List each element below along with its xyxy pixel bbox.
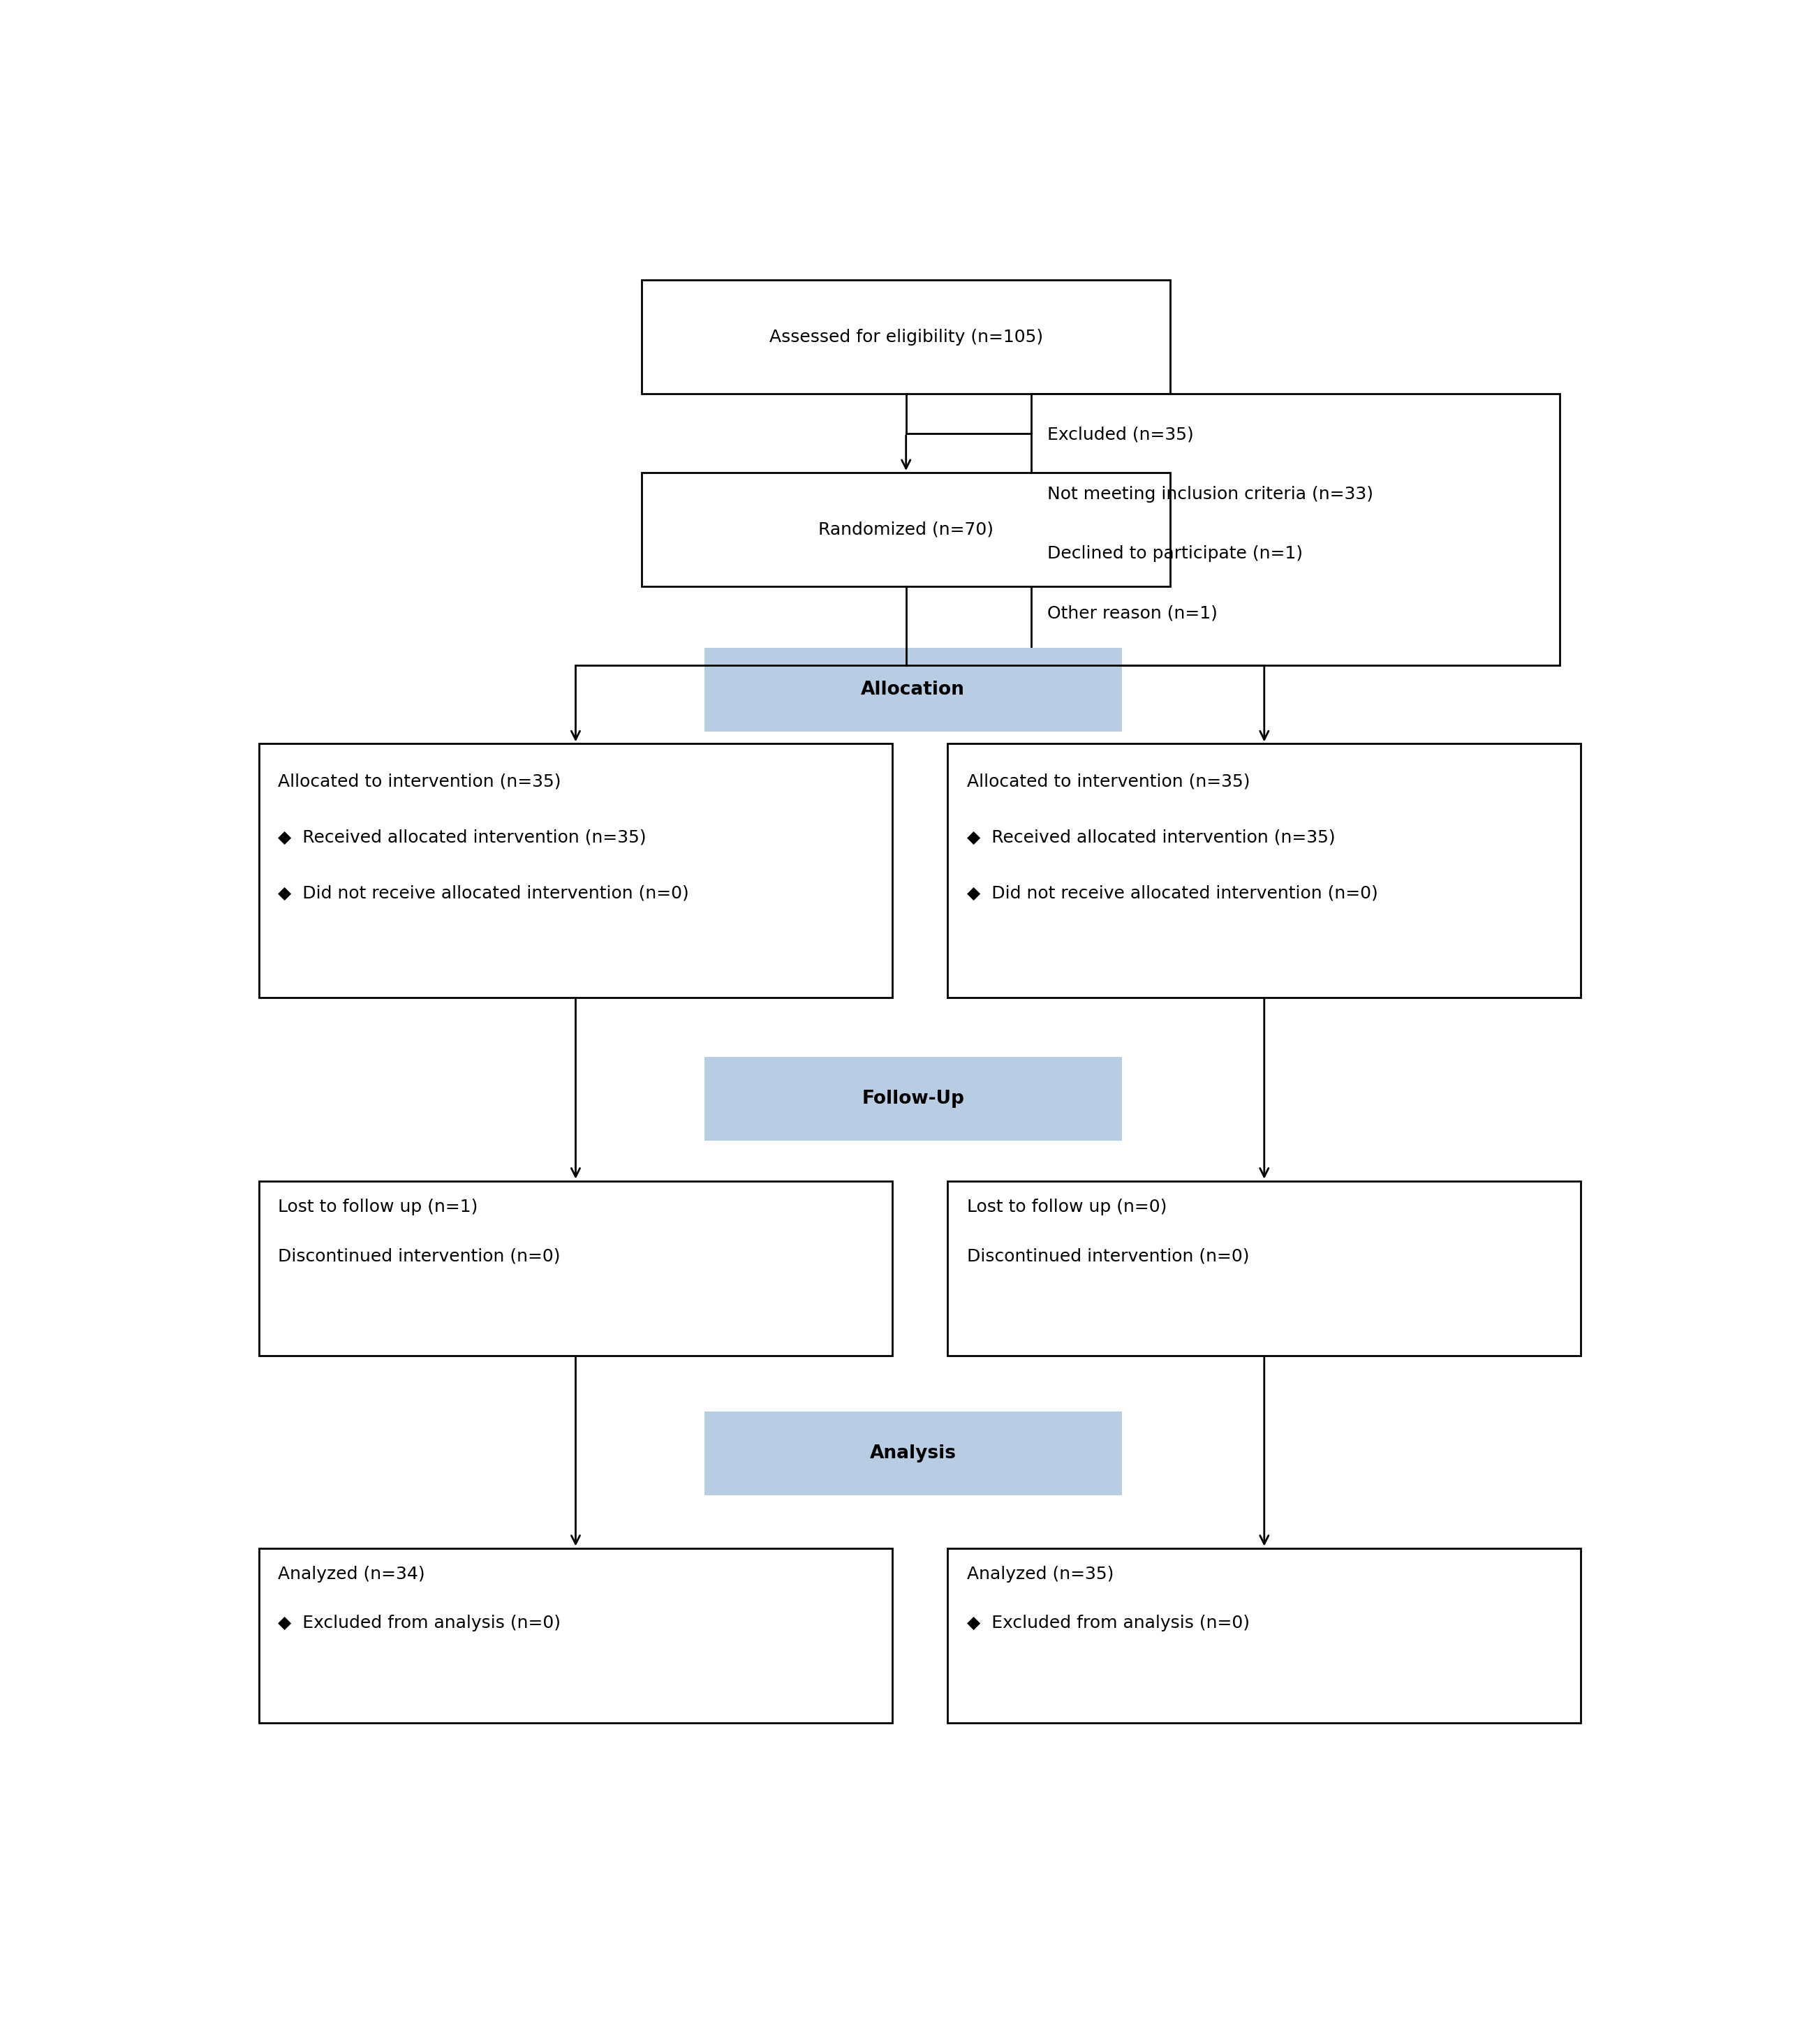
Text: Allocation: Allocation	[862, 681, 966, 699]
Text: Randomized (n=70): Randomized (n=70)	[819, 521, 994, 538]
Text: Discontinued intervention (n=0): Discontinued intervention (n=0)	[968, 1247, 1249, 1265]
Text: ◆  Did not receive allocated intervention (n=0): ◆ Did not receive allocated intervention…	[968, 885, 1379, 901]
Text: Allocated to intervention (n=35): Allocated to intervention (n=35)	[278, 773, 562, 791]
Bar	[704, 1057, 1122, 1141]
Bar	[258, 1547, 892, 1723]
Text: Other reason (n=1): Other reason (n=1)	[1046, 605, 1217, 621]
Text: Analysis: Analysis	[871, 1445, 957, 1464]
Bar	[948, 1547, 1581, 1723]
Text: ◆  Excluded from analysis (n=0): ◆ Excluded from analysis (n=0)	[968, 1615, 1249, 1631]
Text: Follow-Up: Follow-Up	[862, 1089, 964, 1108]
Bar	[1030, 394, 1560, 664]
Text: Not meeting inclusion criteria (n=33): Not meeting inclusion criteria (n=33)	[1046, 486, 1373, 503]
Bar	[704, 648, 1122, 732]
Text: ◆  Received allocated intervention (n=35): ◆ Received allocated intervention (n=35)	[278, 830, 646, 846]
Text: Declined to participate (n=1): Declined to participate (n=1)	[1046, 546, 1303, 562]
Bar	[704, 1412, 1122, 1496]
Bar	[258, 744, 892, 997]
Text: Excluded (n=35): Excluded (n=35)	[1046, 427, 1194, 444]
Text: Assessed for eligibility (n=105): Assessed for eligibility (n=105)	[768, 329, 1043, 345]
Text: Discontinued intervention (n=0): Discontinued intervention (n=0)	[278, 1247, 560, 1265]
Bar	[643, 472, 1170, 587]
Bar	[948, 1181, 1581, 1355]
Text: Analyzed (n=34): Analyzed (n=34)	[278, 1566, 425, 1582]
Bar	[948, 744, 1581, 997]
Text: ◆  Did not receive allocated intervention (n=0): ◆ Did not receive allocated intervention…	[278, 885, 689, 901]
Text: Allocated to intervention (n=35): Allocated to intervention (n=35)	[968, 773, 1249, 791]
Text: Lost to follow up (n=0): Lost to follow up (n=0)	[968, 1198, 1167, 1216]
Text: Lost to follow up (n=1): Lost to follow up (n=1)	[278, 1198, 477, 1216]
Bar	[258, 1181, 892, 1355]
Text: ◆  Excluded from analysis (n=0): ◆ Excluded from analysis (n=0)	[278, 1615, 560, 1631]
Text: ◆  Received allocated intervention (n=35): ◆ Received allocated intervention (n=35)	[968, 830, 1335, 846]
Bar	[643, 280, 1170, 394]
Text: Analyzed (n=35): Analyzed (n=35)	[968, 1566, 1113, 1582]
